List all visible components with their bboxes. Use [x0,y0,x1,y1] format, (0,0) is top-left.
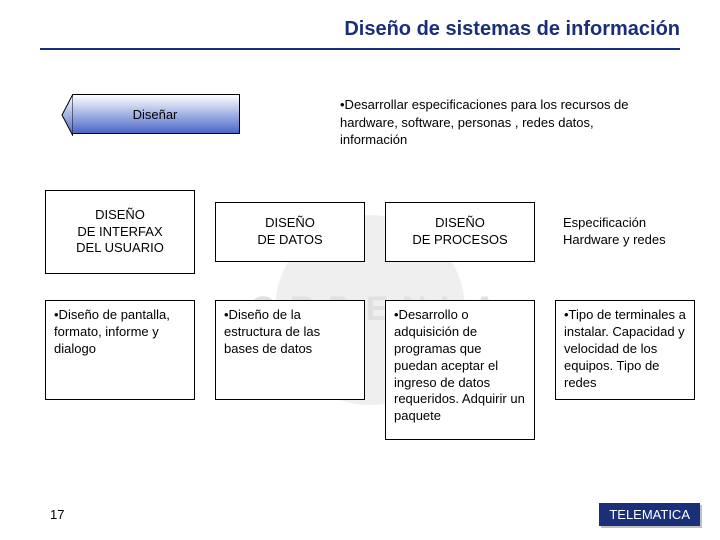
col1-header-line2: DE INTERFAX [77,224,162,241]
designar-description: •Desarrollar especificaciones para los r… [340,96,660,149]
designar-box: Diseñar [70,94,240,134]
col1-header-line3: DEL USUARIO [76,240,164,257]
col4-body-text: •Tipo de terminales a instalar. Capacida… [564,307,686,391]
col3-header-line2: DE PROCESOS [412,232,507,249]
col1-body-text: •Diseño de pantalla, formato, informe y … [54,307,186,358]
slide-title: Diseño de sistemas de información [40,18,680,41]
col4-body: •Tipo de terminales a instalar. Capacida… [555,300,695,400]
col2-body-text: •Diseño de la estructura de las bases de… [224,307,356,358]
col4-header-line2: Hardware y redes [563,232,666,249]
col1-body: •Diseño de pantalla, formato, informe y … [45,300,195,400]
col2-header: DISEÑO DE DATOS [215,202,365,262]
footer-brand: TELEMATICA [599,503,700,526]
col2-header-line2: DE DATOS [257,232,322,249]
col3-header-line1: DISEÑO [435,215,485,232]
col1-header: DISEÑO DE INTERFAX DEL USUARIO [45,190,195,274]
col4-header: Especificación Hardware y redes [555,202,695,262]
col3-body: •Desarrollo o adquisición de programas q… [385,300,535,440]
col1-header-line1: DISEÑO [95,207,145,224]
col2-body: •Diseño de la estructura de las bases de… [215,300,365,400]
designar-label: Diseñar [133,107,178,122]
col3-header: DISEÑO DE PROCESOS [385,202,535,262]
col3-body-text: •Desarrollo o adquisición de programas q… [394,307,526,425]
page-number: 17 [50,507,64,522]
col2-header-line1: DISEÑO [265,215,315,232]
title-underline [40,48,680,50]
designar-arrow-notch [51,94,73,136]
col4-header-line1: Especificación [563,215,646,232]
